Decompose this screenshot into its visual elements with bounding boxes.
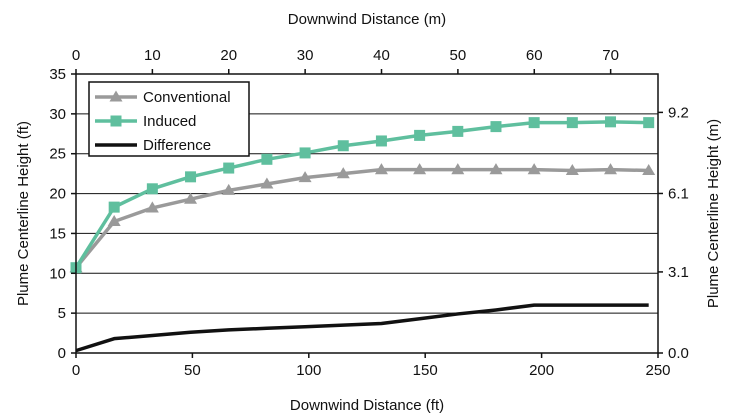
- data-point-conventional: [527, 163, 541, 175]
- legend-marker: [110, 115, 122, 127]
- series-induced: [70, 116, 655, 274]
- y-tick-label: 15: [49, 225, 66, 242]
- data-point-induced: [566, 117, 578, 129]
- x-axis-title: Downwind Distance (ft): [290, 397, 444, 414]
- x2-tick-label: 20: [220, 47, 237, 64]
- tick-labels: 0 50 100 150 200 250 0 10 20 30 40 50 60 70 0 5 10 15 20 25…: [49, 47, 689, 379]
- y2-tick-label: 6.1: [668, 185, 689, 202]
- y-tick-label: 0: [58, 345, 66, 362]
- x-tick-label: 100: [296, 362, 321, 379]
- data-point-induced: [185, 171, 197, 183]
- legend-label: Induced: [143, 113, 196, 130]
- x-tick-label: 0: [72, 362, 80, 379]
- legend-label: Conventional: [143, 89, 231, 106]
- series-line-induced: [74, 120, 649, 269]
- data-point-conventional: [489, 163, 503, 175]
- plot-frame: [75, 73, 659, 354]
- data-point-conventional: [642, 163, 656, 176]
- legend: Conventional Induced Difference: [88, 81, 250, 157]
- series-layer: [69, 116, 656, 353]
- data-point-induced: [375, 135, 387, 147]
- x-tick-label: 250: [645, 362, 670, 379]
- x2-axis-title: Downwind Distance (m): [288, 11, 446, 28]
- data-point-induced: [643, 117, 655, 129]
- legend-label: Difference: [143, 137, 211, 154]
- data-point-induced: [261, 153, 273, 165]
- x-tick-label: 200: [529, 362, 554, 379]
- x2-tick-label: 0: [72, 47, 80, 64]
- series-conventional: [69, 163, 656, 273]
- data-point-conventional: [222, 183, 236, 195]
- data-point-conventional: [260, 177, 274, 189]
- data-point-conventional: [374, 163, 388, 175]
- y2-tick-label: 3.1: [668, 264, 689, 281]
- y-tick-label: 25: [49, 146, 66, 163]
- data-point-conventional: [107, 214, 121, 227]
- x-tick-label: 50: [184, 362, 201, 379]
- series-line-conventional: [74, 167, 649, 269]
- y-tick-label: 20: [49, 186, 66, 203]
- data-point-induced: [452, 125, 464, 137]
- data-point-conventional: [413, 163, 427, 175]
- y-tick-label: 35: [49, 66, 66, 83]
- data-point-induced: [108, 201, 120, 213]
- data-point-conventional: [565, 163, 579, 176]
- y2-tick-label: 9.2: [668, 104, 689, 121]
- data-point-conventional: [604, 163, 618, 175]
- data-point-conventional: [336, 167, 350, 179]
- data-point-induced: [490, 121, 502, 133]
- data-point-conventional: [184, 192, 198, 204]
- legend-item-conventional: Conventional: [95, 89, 231, 106]
- x2-tick-label: 50: [450, 47, 467, 64]
- x2-tick-label: 30: [297, 47, 314, 64]
- x2-tick-label: 60: [526, 47, 543, 64]
- series-difference: [75, 303, 649, 353]
- data-point-induced: [528, 117, 540, 129]
- data-point-induced: [414, 129, 426, 141]
- y-tick-label: 30: [49, 106, 66, 123]
- x2-tick-label: 10: [144, 47, 161, 64]
- data-point-induced: [299, 147, 311, 159]
- y-tick-label: 10: [49, 265, 66, 282]
- y2-tick-label: 0.0: [668, 345, 689, 362]
- legend-item-induced: Induced: [95, 113, 196, 130]
- x2-tick-label: 40: [373, 47, 390, 64]
- x2-tick-label: 70: [602, 47, 619, 64]
- data-point-induced: [146, 183, 158, 195]
- data-point-induced: [223, 162, 235, 174]
- data-point-induced: [605, 116, 617, 128]
- data-point-conventional: [298, 171, 312, 183]
- x-tick-label: 150: [413, 362, 438, 379]
- y-tick-label: 5: [58, 305, 66, 322]
- data-point-induced: [337, 140, 349, 152]
- data-point-conventional: [451, 163, 465, 175]
- data-point-conventional: [145, 201, 159, 213]
- y-axis-title: Plume Centerline Height (ft): [15, 121, 32, 306]
- y2-axis-title: Plume Centerline Height (m): [705, 119, 722, 308]
- series-line-difference: [75, 303, 649, 353]
- legend-item-difference: Difference: [95, 137, 211, 154]
- legend-marker: [109, 90, 123, 102]
